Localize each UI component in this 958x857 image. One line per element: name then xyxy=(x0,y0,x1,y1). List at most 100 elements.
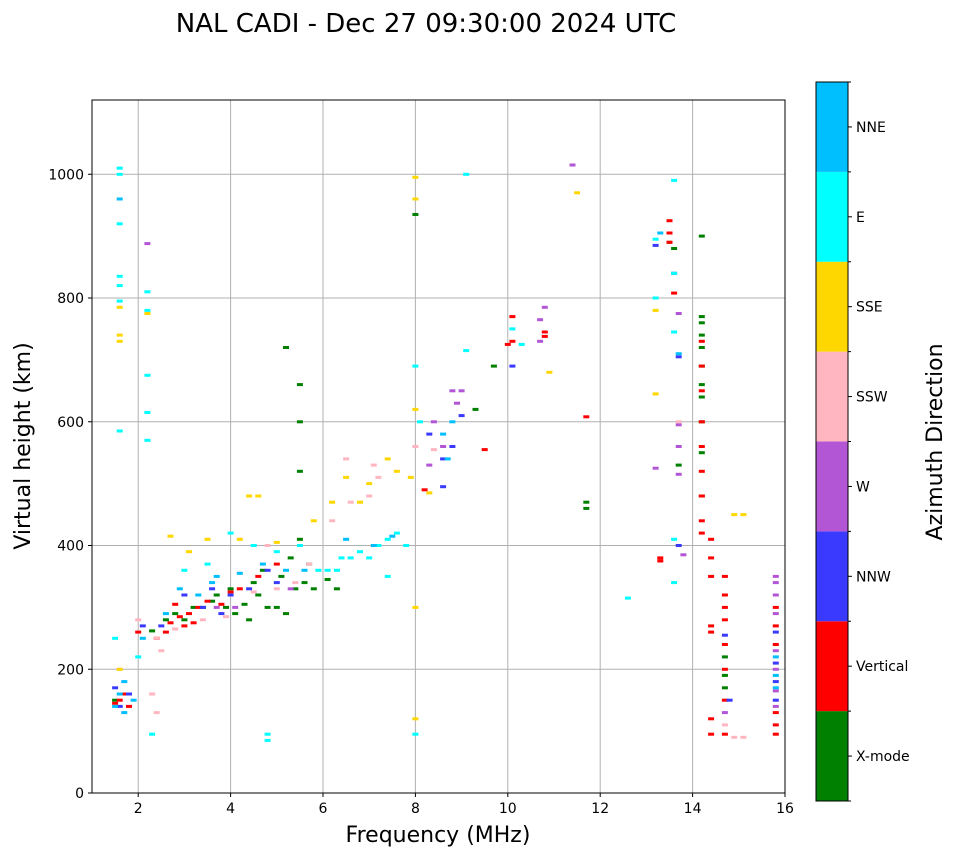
data-point-x-mode xyxy=(333,587,340,591)
data-point-ssw xyxy=(375,475,382,479)
colorbar-swatch xyxy=(816,351,848,442)
data-point-nnw xyxy=(199,605,206,609)
data-point-vertical xyxy=(698,519,705,523)
data-point-w xyxy=(772,581,779,585)
data-point-x-mode xyxy=(721,655,728,659)
data-point-nne xyxy=(389,534,396,538)
data-point-e xyxy=(116,172,123,176)
data-point-x-mode xyxy=(149,629,156,633)
data-point-ssw xyxy=(370,463,377,467)
data-point-e xyxy=(204,562,211,566)
data-point-w xyxy=(537,339,544,343)
data-point-vertical xyxy=(204,599,211,603)
colorbar: X-mode Vertical NNW W SSW SSE E NNE xyxy=(815,81,910,802)
data-point-x-mode xyxy=(292,587,299,591)
data-point-sse xyxy=(393,469,400,473)
data-point-vertical xyxy=(541,334,548,338)
data-point-x-mode xyxy=(698,315,705,319)
data-point-e xyxy=(412,364,419,368)
y-tick-label: 0 xyxy=(75,786,84,802)
colorbar-tick-label: NNW xyxy=(856,569,891,585)
data-point-e xyxy=(116,166,123,170)
data-point-nnw xyxy=(218,612,225,616)
data-point-nne xyxy=(116,692,123,696)
data-point-w xyxy=(772,667,779,671)
data-point-x-mode xyxy=(583,500,590,504)
data-point-nnw xyxy=(264,568,271,572)
data-point-vertical xyxy=(721,618,728,622)
data-point-vertical xyxy=(195,605,202,609)
data-point-sse xyxy=(343,475,350,479)
data-point-ssw xyxy=(347,500,354,504)
data-point-vertical xyxy=(273,562,280,566)
data-point-vertical xyxy=(116,698,123,702)
colorbar-tick-label: Vertical xyxy=(856,659,908,675)
data-point-x-mode xyxy=(209,599,216,603)
data-point-vertical xyxy=(481,448,488,452)
data-point-sse xyxy=(412,175,419,179)
data-point-vertical xyxy=(135,630,142,634)
colorbar-swatch xyxy=(816,171,848,262)
data-point-x-mode xyxy=(721,686,728,690)
x-tick-label: 16 xyxy=(776,801,794,817)
data-point-e xyxy=(463,172,470,176)
x-axis-ticks: 2 4 6 8 10 12 14 16 xyxy=(134,793,794,817)
data-point-vertical xyxy=(126,704,132,708)
data-point-e xyxy=(144,308,151,312)
data-point-x-mode xyxy=(698,346,705,349)
data-point-vertical xyxy=(721,667,728,671)
data-point-vertical xyxy=(698,494,705,498)
data-point-ssw xyxy=(412,445,419,448)
data-point-w xyxy=(652,466,659,470)
data-point-vertical xyxy=(112,701,119,705)
data-point-nne xyxy=(121,680,128,684)
data-point-w xyxy=(213,605,220,609)
data-point-vertical xyxy=(541,330,548,334)
data-point-e xyxy=(324,568,331,572)
data-point-ssw xyxy=(223,615,229,619)
data-point-e xyxy=(671,178,678,182)
data-point-sse xyxy=(246,494,253,498)
data-point-ssw xyxy=(135,618,142,622)
data-point-x-mode xyxy=(241,602,248,606)
data-point-vertical xyxy=(772,732,779,736)
data-point-w xyxy=(772,689,779,693)
data-point-e xyxy=(116,429,123,433)
data-point-x-mode xyxy=(181,618,188,622)
data-point-nne xyxy=(675,352,682,356)
colorbar-label: Azimuth Direction xyxy=(923,343,948,540)
data-point-e xyxy=(652,237,659,241)
colorbar-swatch xyxy=(816,441,848,532)
x-tick-label: 10 xyxy=(499,801,517,817)
data-point-nnw xyxy=(181,593,188,597)
data-point-w xyxy=(680,553,687,557)
data-point-sse xyxy=(412,407,419,411)
data-point-sse xyxy=(116,333,123,337)
data-points xyxy=(112,163,779,742)
data-point-vertical xyxy=(509,315,516,319)
data-point-vertical xyxy=(218,602,225,606)
data-point-nnw xyxy=(449,445,456,448)
data-point-x-mode xyxy=(490,364,497,368)
data-point-nne xyxy=(449,420,456,424)
data-point-nnw xyxy=(726,698,733,702)
data-point-vertical xyxy=(255,574,262,578)
data-point-sse xyxy=(407,475,414,479)
data-point-x-mode xyxy=(698,451,705,455)
data-point-ssw xyxy=(366,494,373,498)
data-point-nne xyxy=(195,593,202,597)
colorbar-tick-label: E xyxy=(856,210,865,226)
data-point-e xyxy=(518,342,525,346)
y-tick-label: 600 xyxy=(57,415,84,431)
colorbar-tick-label: SSE xyxy=(856,300,883,316)
colorbar-tick-label: NNE xyxy=(856,120,886,136)
data-point-e xyxy=(671,330,678,334)
data-point-nnw xyxy=(772,661,779,665)
data-point-vertical xyxy=(772,711,779,715)
data-point-e xyxy=(227,531,234,535)
data-point-vertical xyxy=(772,624,779,628)
data-point-e xyxy=(366,556,373,560)
data-point-w xyxy=(537,318,544,322)
data-point-vertical xyxy=(509,339,516,343)
